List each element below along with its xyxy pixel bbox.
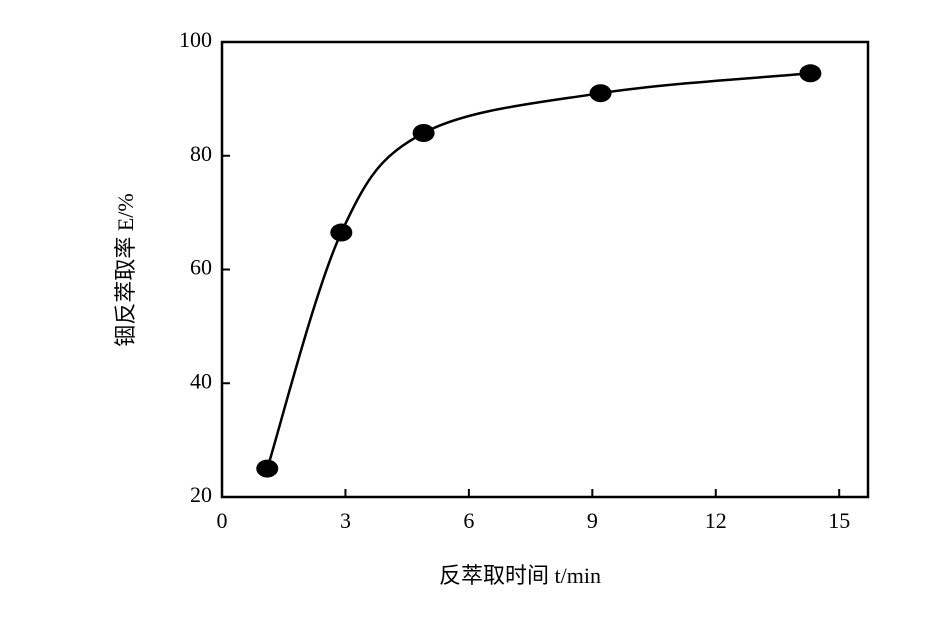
x-tick-label: 15 [828,508,850,533]
x-tick-label: 12 [705,508,727,533]
plot-frame [220,40,870,499]
x-tick-label: 3 [340,508,351,533]
y-tick-label: 40 [190,368,212,393]
data-point [256,459,279,478]
x-tick-label: 6 [463,508,474,533]
x-tick-label: 9 [587,508,598,533]
y-tick-label: 100 [179,27,212,52]
y-tick-label: 60 [190,255,212,280]
data-point [412,124,435,142]
x-axis-label: 反萃取时间 t/min [439,563,601,588]
data-point [799,64,822,83]
data-point [589,84,612,103]
data-point [330,223,353,242]
y-tick-label: 80 [190,141,212,166]
series-line [266,72,811,469]
y-axis-label: 铟反萃取率 E/% [113,193,138,346]
y-tick-label: 20 [190,482,212,507]
x-tick-label: 0 [217,508,228,533]
